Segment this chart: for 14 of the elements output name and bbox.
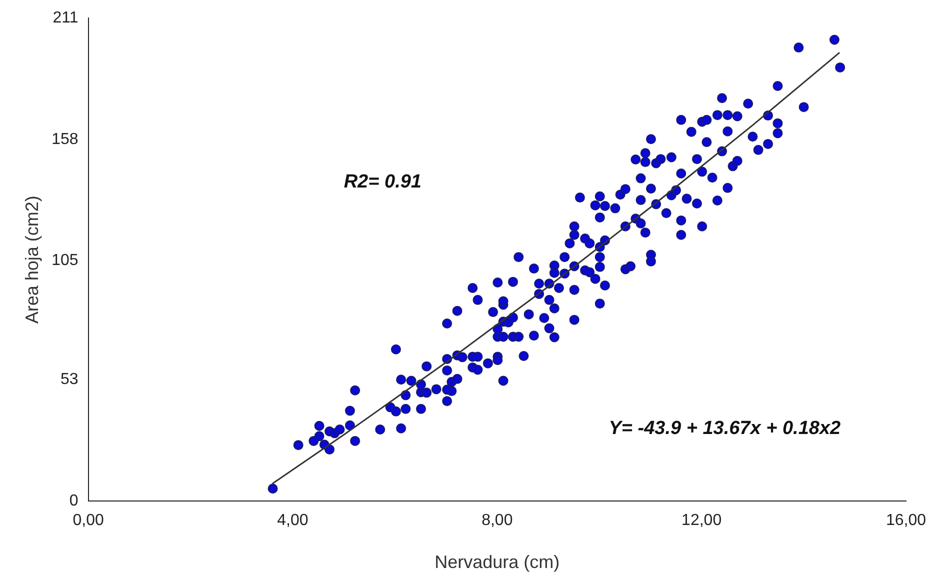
y-tick-label: 0 — [69, 492, 78, 510]
y-tick-label: 53 — [60, 371, 78, 388]
x-axis-title: Nervadura (cm) — [434, 552, 560, 572]
y-tick-label: 158 — [52, 130, 78, 148]
y-tick-label: 105 — [52, 252, 78, 270]
x-tick-label: 16,00 — [886, 512, 926, 530]
x-tick-label: 8,00 — [482, 512, 513, 530]
y-axis-title: Area hoja (cm2) — [22, 196, 42, 324]
x-tick-label: 0,00 — [72, 512, 104, 530]
y-tick-label: 211 — [52, 9, 78, 26]
annotation: Y= -43.9 + 13.67x + 0.18x2 — [608, 418, 842, 439]
x-tick-label: 4,00 — [277, 512, 308, 530]
annotation: R2= 0.91 — [344, 172, 422, 193]
x-tick-label: 12,00 — [682, 512, 722, 530]
